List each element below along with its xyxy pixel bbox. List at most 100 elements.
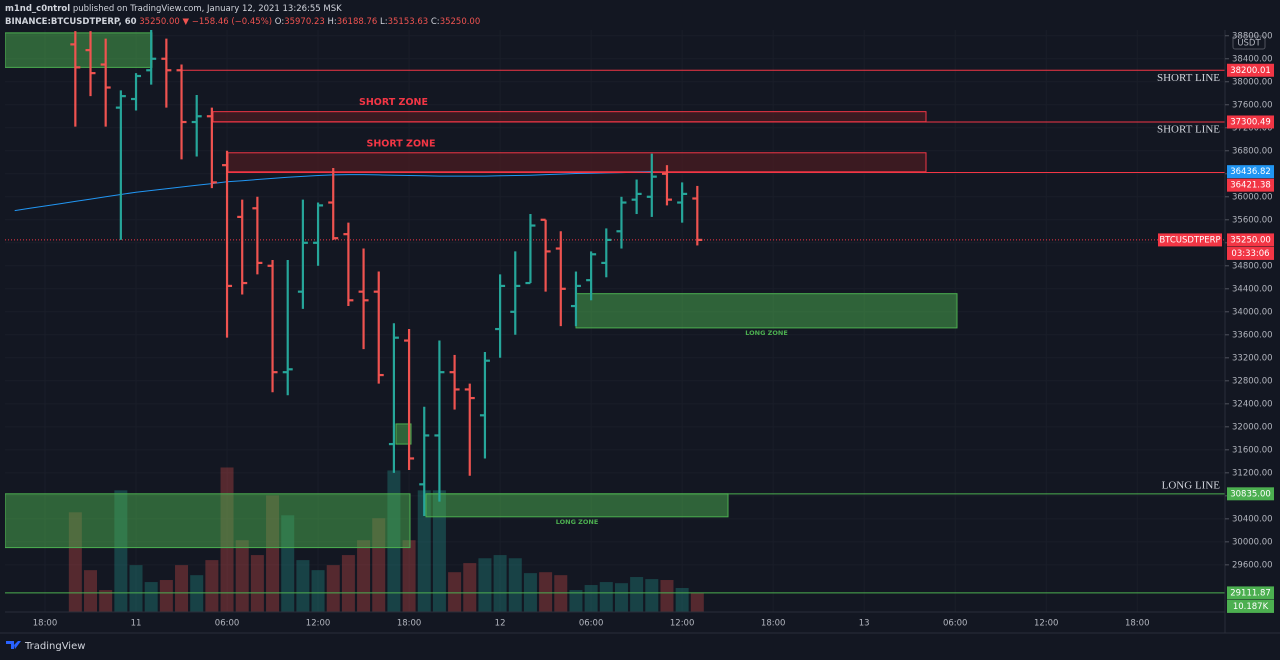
published: published on TradingView.com, January 12… bbox=[73, 4, 342, 14]
y-tick-label: 38000.00 bbox=[1232, 77, 1273, 87]
volume-bar bbox=[235, 540, 249, 612]
y-tick-label: 34000.00 bbox=[1232, 307, 1273, 317]
x-tick-label: 12:00 bbox=[306, 619, 331, 629]
volume-bar bbox=[84, 570, 98, 612]
zone-label: SHORT ZONE bbox=[359, 97, 428, 108]
bars-layer bbox=[70, 30, 703, 516]
x-tick-label: 18:00 bbox=[397, 619, 422, 629]
timer-tag-text: 03:33:06 bbox=[1231, 249, 1269, 259]
price-tag bbox=[1227, 178, 1274, 192]
price-tag bbox=[1227, 599, 1274, 613]
volume-bar bbox=[311, 570, 325, 612]
volume-bar bbox=[690, 593, 704, 612]
x-tick-label: 18:00 bbox=[1125, 619, 1150, 629]
price-tag-text: 35250.00 bbox=[1230, 235, 1271, 245]
volume-bar bbox=[159, 580, 173, 612]
y-tick-label: 33600.00 bbox=[1232, 330, 1273, 340]
logo[interactable]: TradingView bbox=[24, 641, 85, 652]
zone-label: LONG ZONE bbox=[745, 329, 788, 337]
volume-bar bbox=[341, 555, 355, 612]
price-tag-text: 37300.49 bbox=[1230, 117, 1271, 127]
volume-bar bbox=[493, 555, 507, 612]
volume-bar bbox=[326, 565, 340, 612]
x-tick-label: 06:00 bbox=[943, 619, 968, 629]
symbol-tag-text: BTCUSDTPERP bbox=[1159, 235, 1220, 245]
volume-bar bbox=[190, 575, 204, 612]
volume-bar bbox=[205, 560, 219, 612]
timer-tag bbox=[1227, 246, 1274, 260]
volume-bar bbox=[539, 572, 553, 612]
volume-bar bbox=[478, 558, 492, 612]
volume-bar bbox=[614, 583, 628, 612]
zone-label: LONG ZONE bbox=[556, 518, 599, 526]
level-label: SHORT LINE bbox=[1157, 124, 1220, 136]
x-tick-label: 13 bbox=[859, 619, 870, 629]
publisher: m1nd_c0ntrol bbox=[5, 4, 70, 14]
price-tag-text: 36421.38 bbox=[1230, 181, 1271, 191]
y-tick-label: 32800.00 bbox=[1232, 376, 1273, 386]
level-label: LONG LINE bbox=[1162, 479, 1221, 491]
y-tick-label: 38800.00 bbox=[1232, 31, 1273, 41]
price-tag-text: 38200.01 bbox=[1230, 66, 1271, 76]
tags-layer: BTCUSDTPERP 38200.01 37300.49 36436.82 36421… bbox=[1158, 63, 1274, 613]
y-tick-label: 32400.00 bbox=[1232, 399, 1273, 409]
volume-bar bbox=[144, 582, 158, 612]
last: 35250.00 bbox=[139, 17, 180, 27]
volume-bar bbox=[508, 558, 522, 612]
zone bbox=[425, 493, 729, 518]
volume-bar bbox=[645, 579, 659, 612]
zones-layer bbox=[5, 32, 958, 549]
ohlc-value: 35250.00 bbox=[440, 17, 481, 27]
level-label: SHORT LINE bbox=[1157, 72, 1220, 84]
x-tick-label: 12:00 bbox=[1034, 619, 1059, 629]
volume-bar bbox=[584, 585, 598, 612]
change: ▼ −158.46 (−0.45%) bbox=[183, 17, 273, 27]
y-tick-label: 31200.00 bbox=[1232, 468, 1273, 478]
x-tick-label: 18:00 bbox=[761, 619, 786, 629]
volume-bar bbox=[554, 575, 568, 612]
volume-bar bbox=[630, 577, 644, 612]
ohlc-key: C: bbox=[431, 17, 440, 27]
volume-bar bbox=[99, 590, 113, 612]
x-tick-label: 12 bbox=[495, 619, 506, 629]
y-tick-label: 34800.00 bbox=[1232, 261, 1273, 271]
price-tag bbox=[1227, 115, 1274, 129]
volume-bar bbox=[250, 555, 264, 612]
header: m1nd_c0ntrol published on TradingView.co… bbox=[5, 4, 480, 27]
zone bbox=[395, 423, 412, 445]
y-tick-label: 33200.00 bbox=[1232, 353, 1273, 363]
ohlc-value: 36188.76 bbox=[337, 17, 378, 27]
symbol: BINANCE:BTCUSDTPERP, 60 bbox=[5, 17, 137, 27]
ohlc-value: 35153.63 bbox=[388, 17, 429, 27]
x-tick-label: 12:00 bbox=[670, 619, 695, 629]
volume-bar bbox=[357, 540, 371, 612]
symbol-tag bbox=[1158, 233, 1222, 247]
volume-bar bbox=[417, 490, 431, 612]
footer: TradingView bbox=[6, 641, 85, 652]
volume-bar bbox=[296, 560, 310, 612]
y-tick-label: 31600.00 bbox=[1232, 445, 1273, 455]
volume-bar bbox=[175, 565, 189, 612]
volume-bar bbox=[660, 580, 674, 612]
x-tick-label: 06:00 bbox=[579, 619, 604, 629]
currency: USDT bbox=[1237, 39, 1261, 49]
x-tick-label: 18:00 bbox=[33, 619, 58, 629]
lines-layer bbox=[5, 69, 1225, 594]
y-tick-label: 34400.00 bbox=[1232, 284, 1273, 294]
logo-icon bbox=[6, 641, 21, 649]
price-tag bbox=[1227, 586, 1274, 600]
zone-label: SHORT ZONE bbox=[367, 138, 436, 149]
price-tag-text: 29111.87 bbox=[1230, 588, 1271, 598]
volume-bar bbox=[675, 588, 689, 612]
zone bbox=[5, 32, 153, 68]
ohlc-value: 35970.23 bbox=[284, 17, 325, 27]
y-tick-label: 37600.00 bbox=[1232, 100, 1273, 110]
ohlc-key: O: bbox=[275, 17, 284, 27]
y-tick-label: 36000.00 bbox=[1232, 192, 1273, 202]
volume-bar bbox=[569, 590, 583, 612]
volume-bar bbox=[402, 540, 416, 612]
currency-box[interactable] bbox=[1232, 35, 1266, 50]
axes-layer: USDT 38800.0038400.0038000.0037600.00372… bbox=[0, 30, 1280, 634]
